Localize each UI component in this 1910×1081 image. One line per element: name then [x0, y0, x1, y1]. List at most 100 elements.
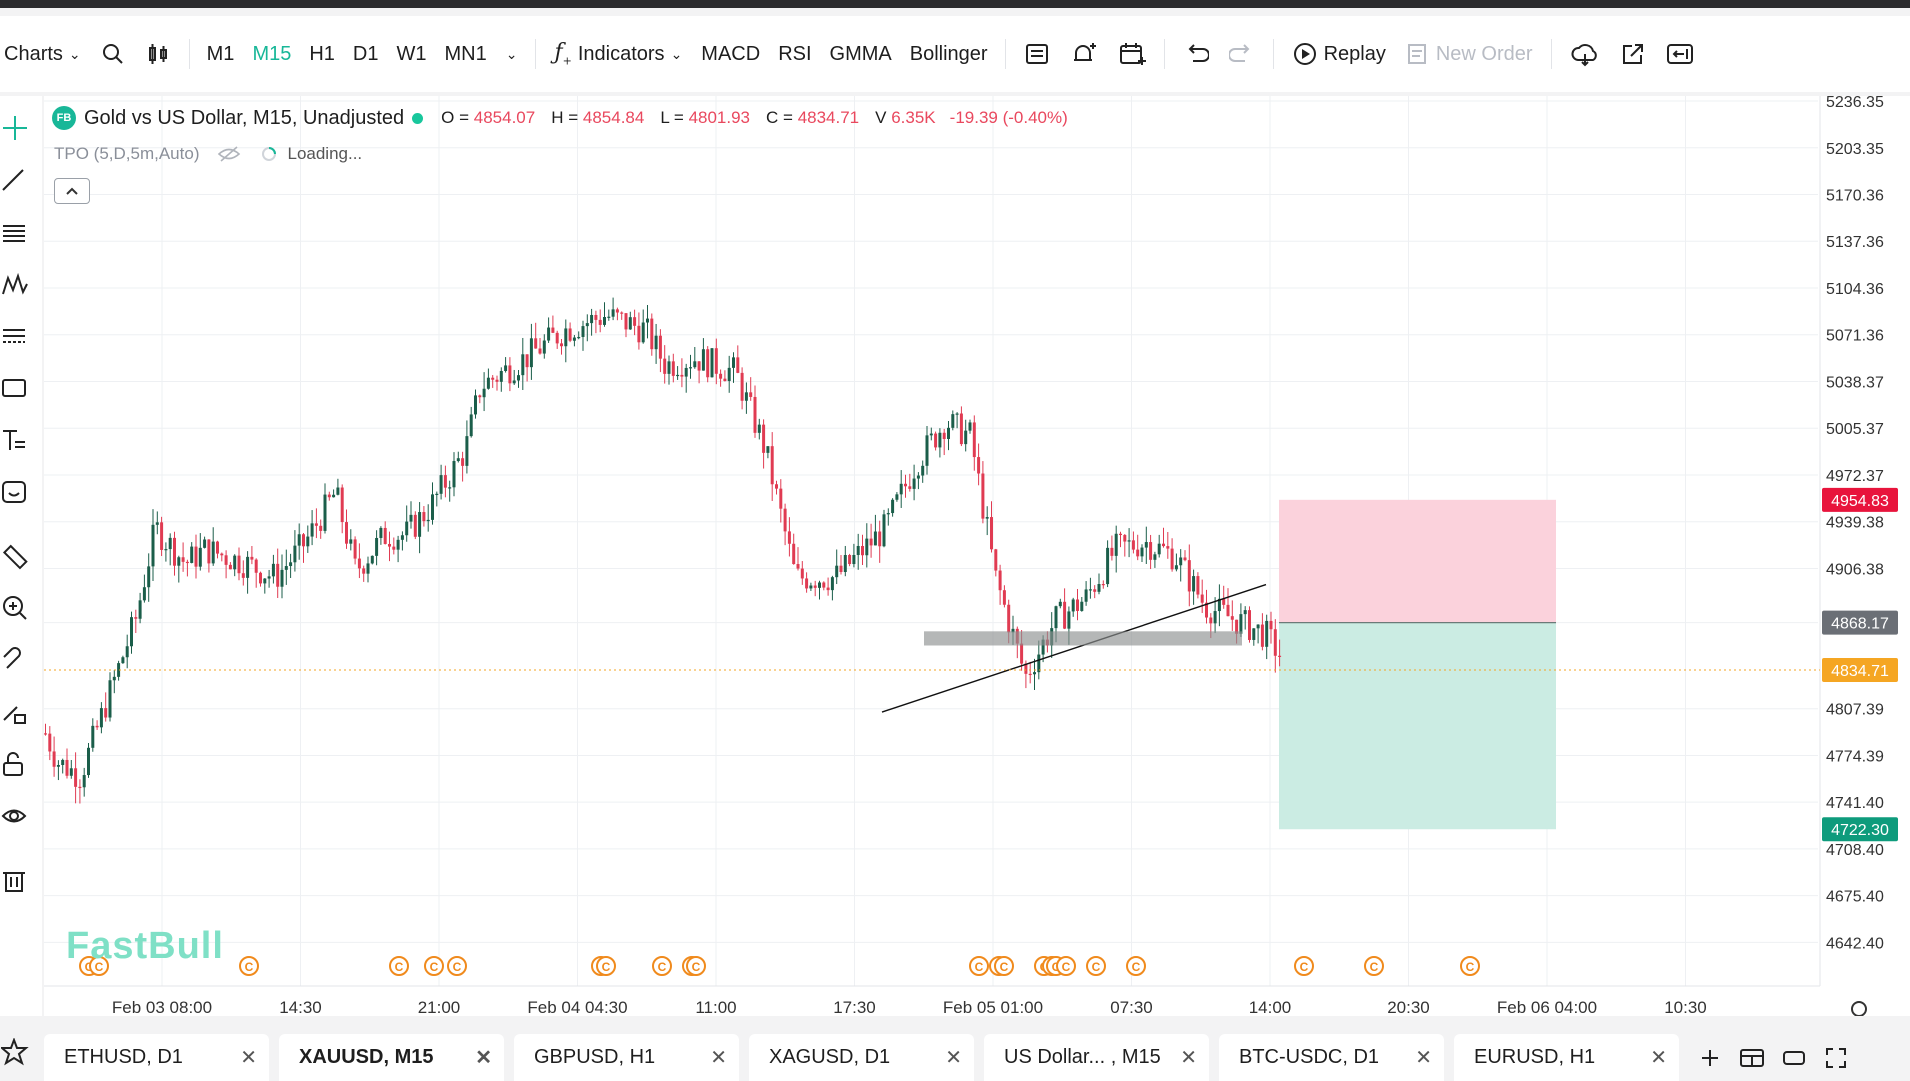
chart-tab[interactable]: US Dollar... , M15 ✕ [984, 1034, 1209, 1081]
close-tab-icon[interactable]: ✕ [945, 1047, 962, 1069]
close-tab-icon[interactable]: ✕ [475, 1047, 492, 1069]
exit-icon [1666, 44, 1693, 64]
pattern-tool[interactable] [0, 268, 30, 300]
fullscreen-button[interactable] [1815, 1034, 1857, 1081]
visibility-tool[interactable] [0, 800, 30, 832]
indicator-name[interactable]: TPO (5,D,5m,Auto) [54, 144, 200, 163]
indicators-button[interactable]: ƒ+ Indicators ⌄ [544, 32, 692, 76]
add-tab-button[interactable] [1689, 1034, 1731, 1081]
event-marker-glyph: C [245, 960, 254, 974]
chart-tab[interactable]: XAUUSD, M15 ✕ [279, 1034, 504, 1081]
replay-icon [1293, 43, 1316, 65]
layout-button[interactable] [1014, 32, 1060, 76]
close-tab-icon[interactable]: ✕ [1415, 1047, 1432, 1069]
candle-body [1119, 533, 1122, 536]
time-axis-label: 20:30 [1387, 998, 1430, 1016]
candle-body [805, 578, 809, 589]
chart-tab[interactable]: GBPUSD, H1 ✕ [514, 1034, 739, 1081]
redo-button[interactable] [1219, 32, 1265, 76]
crosshair-tool[interactable] [0, 112, 30, 144]
timeframe-h1[interactable]: H1 [309, 42, 335, 65]
zoom-tool[interactable] [0, 592, 30, 624]
event-marker-glyph: C [1466, 960, 1475, 974]
measure-tool[interactable] [0, 540, 30, 572]
indicator-macd[interactable]: MACD [701, 42, 761, 65]
close-tab-icon[interactable]: ✕ [1180, 1047, 1197, 1069]
timeframe-m15[interactable]: M15 [252, 42, 292, 65]
calendar-button[interactable] [1108, 32, 1156, 76]
eye-hidden-icon[interactable] [217, 145, 241, 163]
timeframe-more-button[interactable]: ⌄ [496, 32, 528, 76]
horizontal-lines-tool[interactable] [0, 216, 30, 248]
timeframe-m1[interactable]: M1 [206, 42, 235, 65]
close-tab-icon[interactable]: ✕ [240, 1047, 257, 1069]
chart-tab[interactable]: EURUSD, H1 ✕ [1454, 1034, 1679, 1081]
cloud-icon [1571, 44, 1597, 67]
chart-tab[interactable]: XAGUSD, D1 ✕ [749, 1034, 974, 1081]
candle-body [456, 458, 460, 462]
candle-body [1093, 589, 1097, 592]
share-button[interactable] [1610, 32, 1656, 76]
candle-body [882, 514, 886, 547]
collapse-legend-button[interactable] [54, 178, 90, 204]
eye-icon [1, 809, 27, 823]
trendline-icon [2, 169, 24, 191]
toolbar-separator [1272, 39, 1274, 69]
highlight-zone [924, 631, 1242, 646]
candle-body [822, 582, 826, 588]
event-marker-icon [1364, 956, 1384, 976]
candle-body [499, 370, 503, 382]
cloud-save-button[interactable] [1560, 32, 1610, 76]
single-layout-button[interactable] [1773, 1034, 1815, 1081]
candle-body [830, 577, 834, 591]
chart-panel[interactable]: Feb 03 08:00 14:30 21:00 Feb 04 04:30 11:00 1… [44, 94, 1910, 1017]
candle-body [1222, 598, 1226, 605]
time-axis-label: 07:30 [1110, 998, 1153, 1016]
chart-type-button[interactable] [135, 32, 181, 76]
split-layout-button[interactable] [1731, 1034, 1773, 1081]
time-axis-label: 14:30 [279, 998, 322, 1016]
favorites-tool[interactable] [0, 1036, 30, 1068]
draw-lock-tool[interactable] [0, 696, 30, 728]
indicator-rsi[interactable]: RSI [778, 42, 812, 65]
undo-button[interactable] [1173, 32, 1219, 76]
price-axis-label: 5170.36 [1826, 187, 1884, 204]
text-tool[interactable] [0, 424, 30, 456]
magnet-tool[interactable] [0, 644, 30, 676]
candle-body [422, 512, 426, 522]
emoji-tool[interactable] [0, 476, 30, 508]
candle-body [865, 538, 869, 556]
new-order-label: New Order [1435, 42, 1533, 65]
candle-body [194, 546, 198, 567]
indicator-gmma[interactable]: GMMA [829, 42, 892, 65]
candle-body [108, 680, 112, 718]
candle-body [637, 325, 641, 343]
search-button[interactable] [91, 32, 135, 76]
close-tab-icon[interactable]: ✕ [710, 1047, 727, 1069]
delete-tool[interactable] [0, 864, 30, 896]
timeframe-mn1[interactable]: MN1 [444, 42, 487, 65]
trendline-tool[interactable] [0, 164, 30, 196]
lock-tool[interactable] [0, 748, 30, 780]
chart-tab[interactable]: BTC-USDC, D1 ✕ [1219, 1034, 1444, 1081]
chart-tabs: ETHUSD, D1 ✕ XAUUSD, M15 ✕ GBPUSD, H1 ✕ XAGUSD… [44, 1034, 1910, 1081]
alert-button[interactable] [1060, 32, 1108, 76]
price-tag [1822, 487, 1898, 512]
replay-button[interactable]: Replay [1282, 32, 1396, 76]
price-chart[interactable]: Feb 03 08:00 14:30 21:00 Feb 04 04:30 11:00 1… [44, 94, 1910, 1017]
new-order-button[interactable]: New Order [1396, 32, 1543, 76]
rectangle-tool[interactable] [0, 372, 30, 404]
star-icon [1, 1038, 29, 1066]
candle-body [564, 328, 568, 347]
indicator-bollinger[interactable]: Bollinger [909, 42, 988, 65]
fibonacci-tool[interactable] [0, 320, 30, 352]
timeframe-d1[interactable]: D1 [352, 42, 379, 65]
charts-menu[interactable]: Charts ⌄ [0, 32, 91, 76]
timeframe-w1[interactable]: W1 [396, 42, 427, 65]
symbol-title[interactable]: Gold vs US Dollar, M15, Unadjusted [84, 106, 405, 129]
exit-fullscreen-button[interactable] [1656, 32, 1704, 76]
candle-body [504, 365, 508, 371]
close-tab-icon[interactable]: ✕ [1650, 1047, 1667, 1069]
chart-tab[interactable]: ETHUSD, D1 ✕ [44, 1034, 269, 1081]
candle-body [959, 413, 963, 445]
